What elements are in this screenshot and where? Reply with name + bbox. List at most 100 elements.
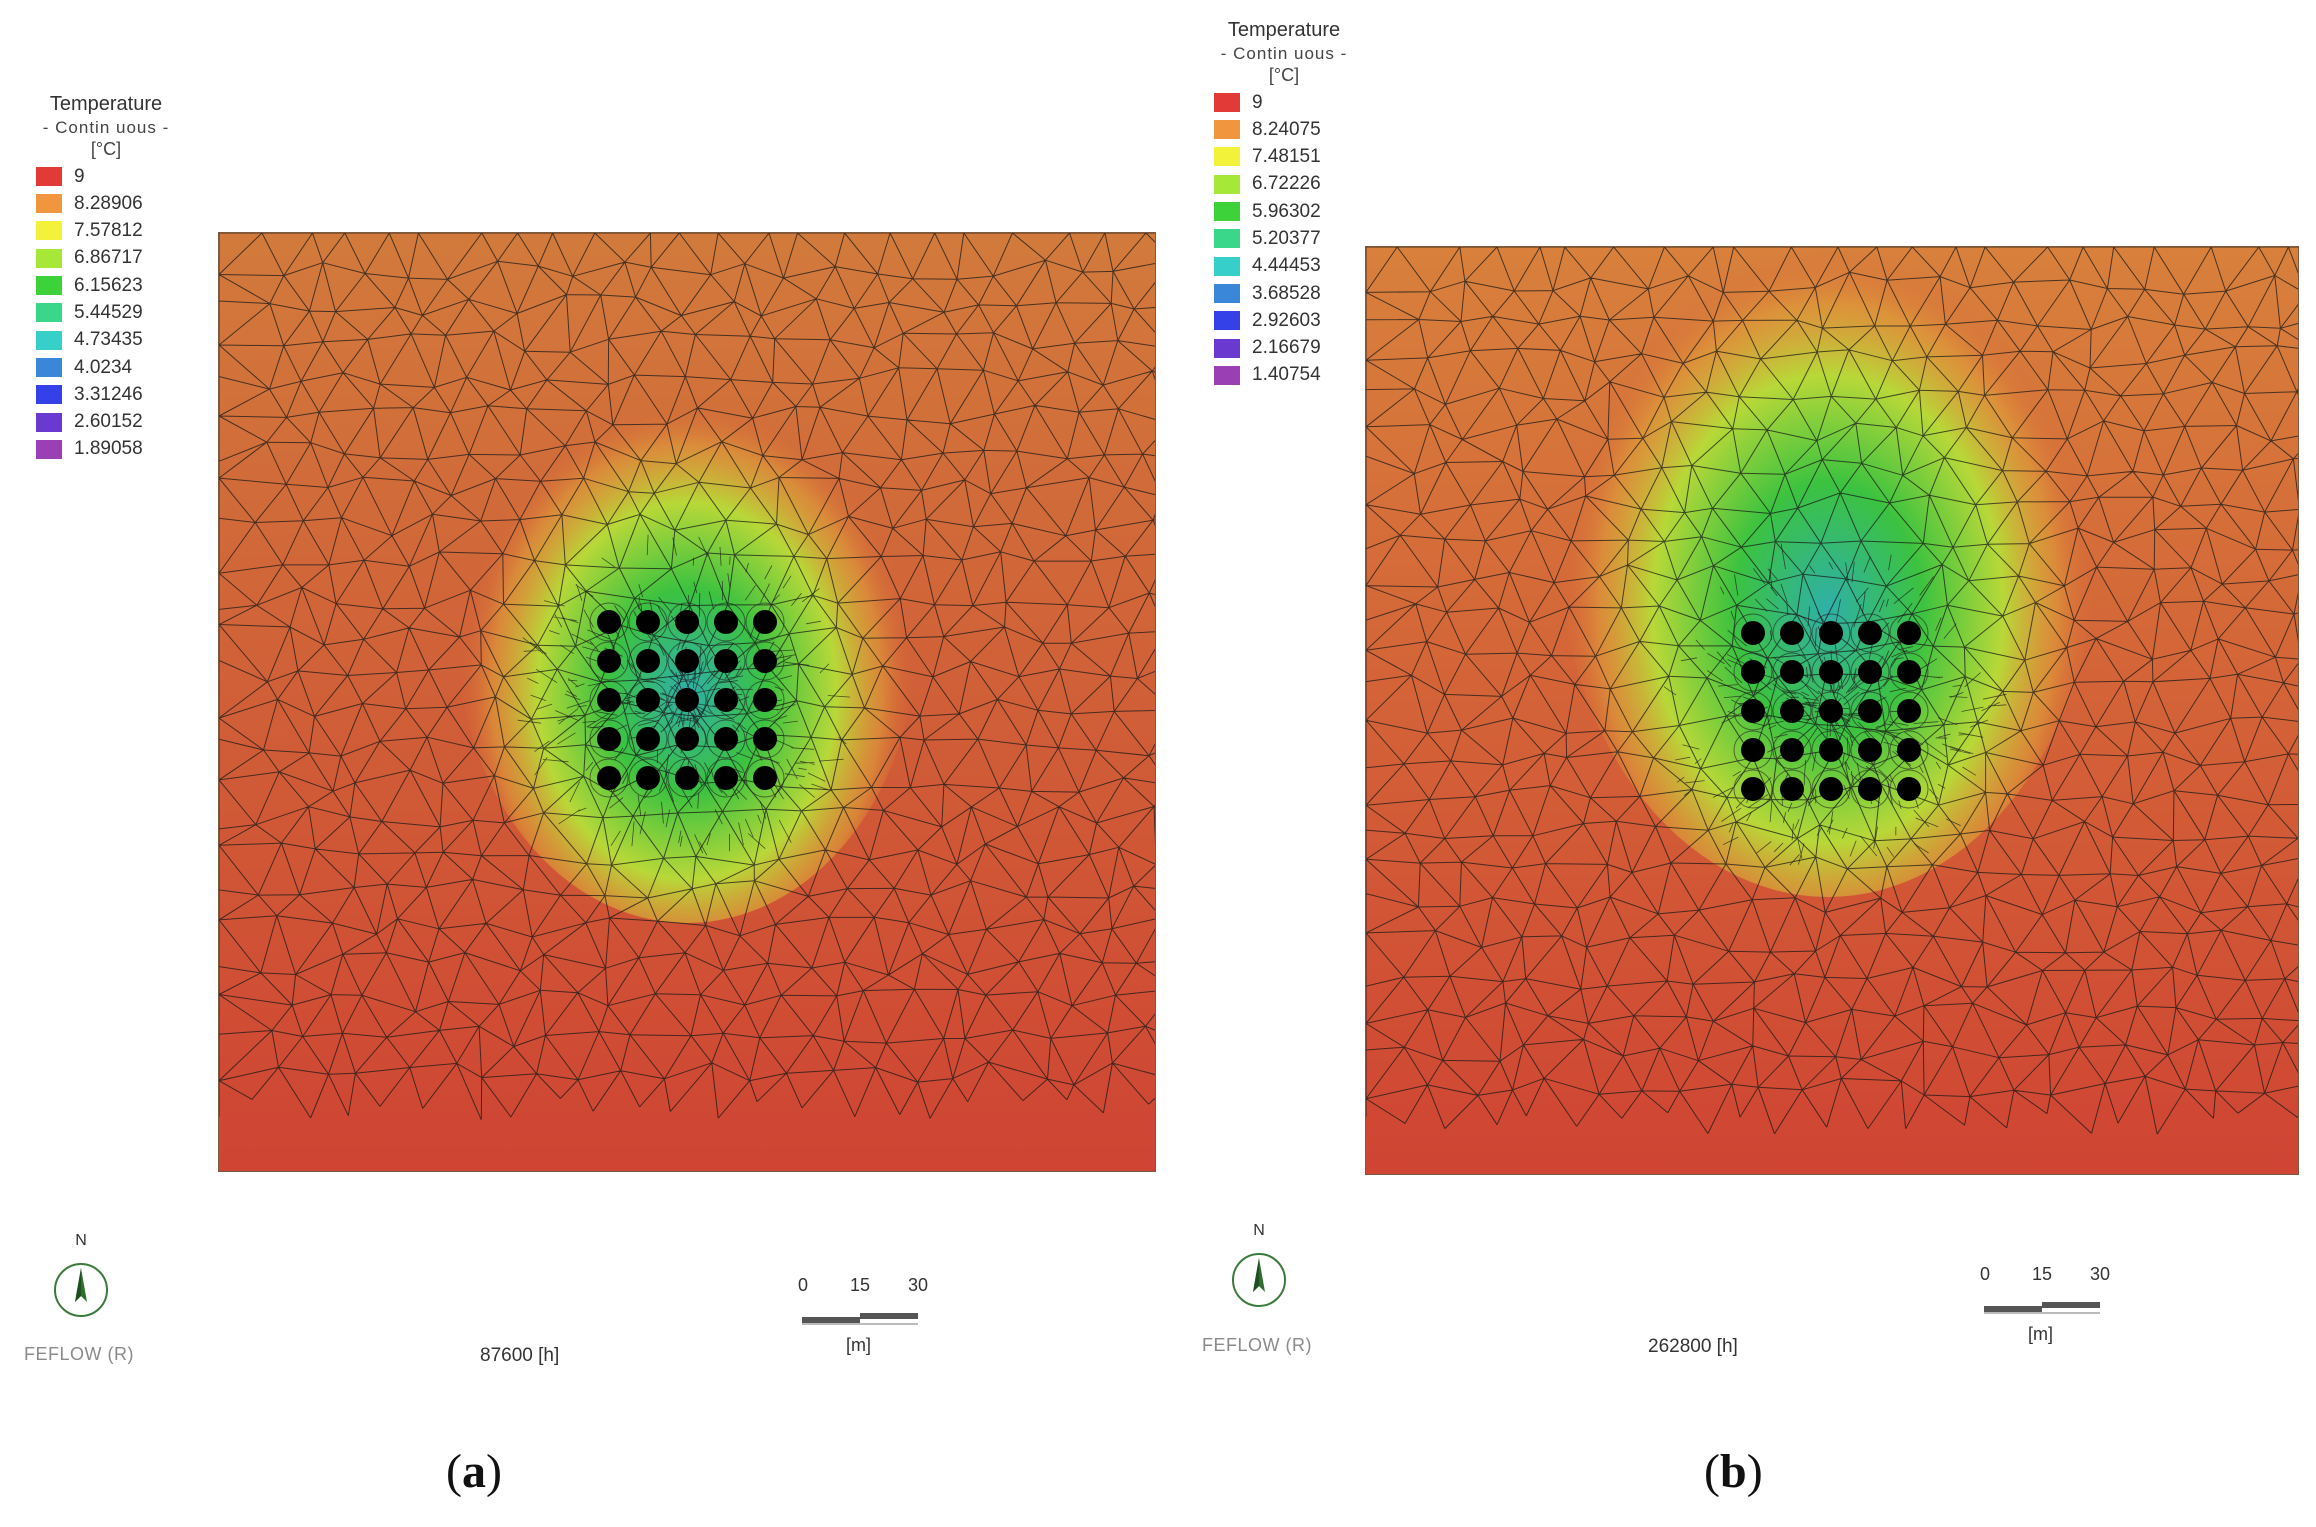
north-arrow-b: N [1224, 1222, 1294, 1322]
legend-swatch [36, 385, 62, 405]
legend-item: 9 [1214, 89, 1354, 116]
scale-tick-15: 15 [2032, 1264, 2053, 1284]
legend-b: Temperature - Contin uous - [°C] 9 8.2407… [1214, 18, 1354, 389]
legend-items: 9 8.28906 7.57812 6.86717 6.15623 5.44529 4.73… [36, 163, 176, 463]
borehole [714, 610, 738, 634]
legend-value: 7.48151 [1252, 146, 1321, 168]
borehole [1780, 738, 1804, 762]
legend-value: 5.96302 [1252, 200, 1321, 222]
scale-bar-b: 0 15 30 [m] [1980, 1264, 2120, 1354]
legend-item: 2.16679 [1214, 334, 1354, 361]
legend-a: Temperature - Contin uous - [°C] 9 8.2890… [36, 92, 176, 463]
legend-title: Temperature [49, 93, 163, 115]
legend-item: 7.48151 [1214, 143, 1354, 170]
legend-unit: [°C] [1268, 65, 1300, 86]
borehole [1819, 777, 1843, 801]
legend-value: 4.73435 [74, 329, 143, 351]
mesh-plot-a [219, 233, 1155, 1171]
legend-item: 4.0234 [36, 354, 176, 381]
borehole [1780, 777, 1804, 801]
legend-item: 5.44529 [36, 299, 176, 326]
legend-swatch [1214, 311, 1240, 331]
borehole [597, 649, 621, 673]
feflow-label-a: FEFLOW (R) [24, 1344, 134, 1364]
borehole [1780, 660, 1804, 684]
legend-title: Temperature [1227, 19, 1341, 41]
legend-swatch [36, 276, 62, 296]
legend-swatch [36, 248, 62, 268]
legend-subtitle: - Contin uous - [42, 118, 170, 137]
borehole [1819, 738, 1843, 762]
legend-value: 1.89058 [74, 438, 143, 460]
legend-value: 8.24075 [1252, 118, 1321, 140]
scale-unit: [m] [2028, 1324, 2053, 1344]
caption-a: (a) [446, 1445, 502, 1498]
borehole [597, 610, 621, 634]
legend-value: 2.16679 [1252, 337, 1321, 359]
borehole [753, 649, 777, 673]
legend-swatch [1214, 174, 1240, 194]
north-arrow-a: N [46, 1232, 116, 1332]
borehole [636, 688, 660, 712]
borehole [675, 727, 699, 751]
borehole [1897, 777, 1921, 801]
mesh-plot-b [1366, 247, 2298, 1174]
borehole [1897, 660, 1921, 684]
legend-item: 2.60152 [36, 408, 176, 435]
north-arrow-icon [54, 1263, 108, 1317]
borehole [1897, 738, 1921, 762]
borehole [636, 649, 660, 673]
legend-value: 4.0234 [74, 356, 133, 378]
legend-swatch [1214, 283, 1240, 303]
legend-value: 3.68528 [1252, 282, 1321, 304]
legend-value: 5.20377 [1252, 228, 1321, 249]
borehole [675, 688, 699, 712]
legend-value: 1.40754 [1252, 364, 1321, 386]
borehole [714, 766, 738, 790]
legend-swatch [1214, 147, 1240, 167]
legend-value: 8.28906 [74, 192, 143, 214]
legend-value: 7.57812 [74, 220, 143, 242]
legend-item: 6.72226 [1214, 171, 1354, 198]
borehole [1741, 738, 1765, 762]
legend-item: 5.20377 [1214, 225, 1354, 252]
borehole [636, 766, 660, 790]
legend-value: 9 [74, 165, 85, 187]
borehole [1819, 699, 1843, 723]
temperature-map-a [218, 232, 1156, 1172]
scale-unit: [m] [846, 1335, 871, 1355]
borehole [1858, 777, 1882, 801]
legend-swatch [36, 221, 62, 241]
legend-item: 6.86717 [36, 245, 176, 272]
scale-tick-0: 0 [1980, 1264, 1991, 1284]
legend-value: 2.60152 [74, 411, 143, 433]
borehole [1780, 621, 1804, 645]
borehole [1897, 699, 1921, 723]
legend-swatch [36, 194, 62, 214]
legend-item: 4.73435 [36, 327, 176, 354]
scale-bar-a: 0 15 30 [m] [798, 1275, 938, 1365]
borehole [714, 688, 738, 712]
scale-bar-graphic [802, 1313, 918, 1325]
legend-value: 5.44529 [74, 302, 143, 323]
time-label-a: 87600 [h] [480, 1345, 560, 1366]
borehole [597, 766, 621, 790]
borehole [1819, 660, 1843, 684]
scale-tick-30: 30 [908, 1275, 929, 1295]
borehole [636, 727, 660, 751]
legend-item: 1.89058 [36, 436, 176, 463]
legend-item: 5.96302 [1214, 198, 1354, 225]
borehole [597, 688, 621, 712]
legend-item: 8.28906 [36, 190, 176, 217]
legend-value: 3.31246 [74, 383, 143, 405]
legend-items: 9 8.24075 7.48151 6.72226 5.96302 5.20377 4.44… [1214, 89, 1354, 389]
borehole [714, 649, 738, 673]
borehole [1780, 699, 1804, 723]
borehole [1741, 777, 1765, 801]
legend-item: 9 [36, 163, 176, 190]
legend-swatch [36, 412, 62, 432]
borehole [675, 649, 699, 673]
legend-swatch [36, 439, 62, 459]
temperature-map-b [1365, 246, 2299, 1175]
legend-swatch [1214, 365, 1240, 385]
